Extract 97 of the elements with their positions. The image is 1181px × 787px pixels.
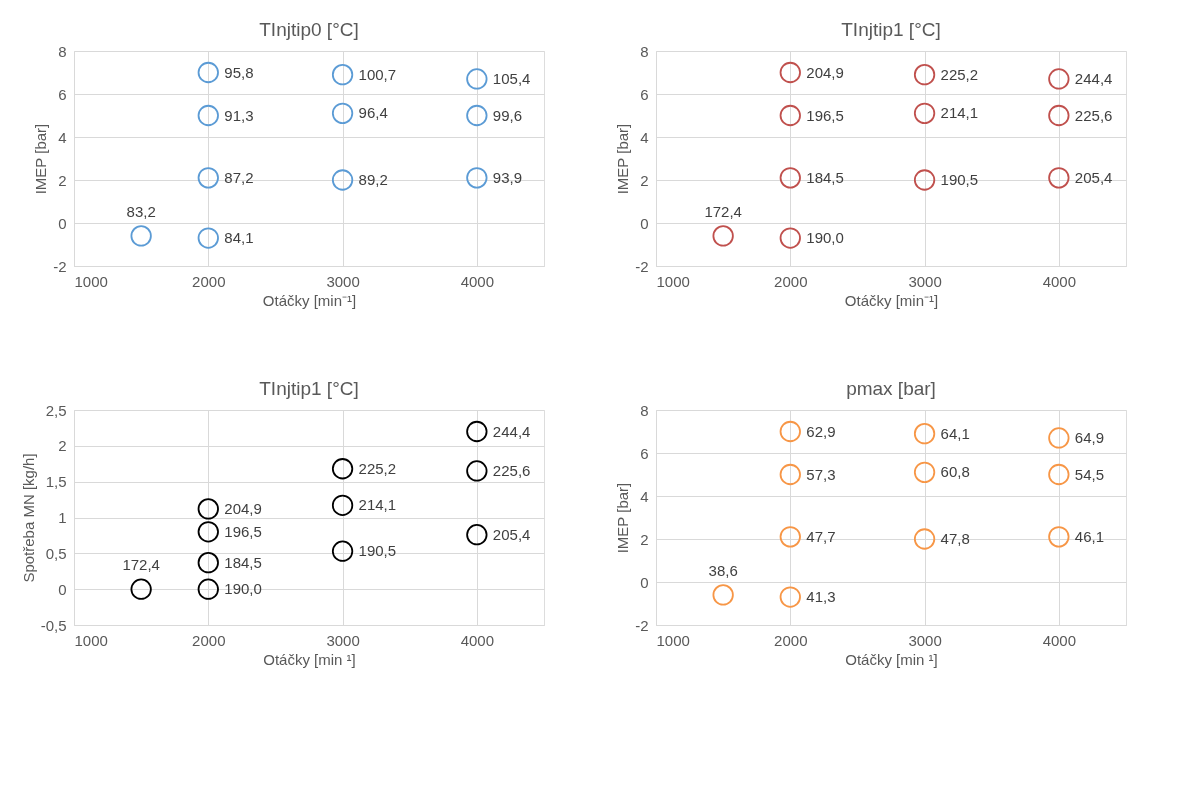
y-tick-label: 0 xyxy=(58,580,67,598)
annotation: 205,4 xyxy=(492,525,531,543)
y-tick-label: -2 xyxy=(635,257,649,275)
annotation: 244,4 xyxy=(492,422,531,440)
y-tick-label: 2 xyxy=(58,437,67,455)
x-tick-label: 3000 xyxy=(326,631,360,649)
y-tick-label: -0,5 xyxy=(40,616,67,634)
y-axis-title: Spotřeba MN [kg/h] xyxy=(19,453,37,583)
annotation: 84,1 xyxy=(224,229,254,247)
x-tick-label: 4000 xyxy=(1042,631,1077,649)
annotation: 196,5 xyxy=(224,522,262,540)
annotation: 214,1 xyxy=(940,104,979,122)
annotation: 184,5 xyxy=(224,553,262,571)
y-tick-label: 2,5 xyxy=(45,401,67,419)
annotation: 64,9 xyxy=(1074,428,1105,446)
annotation: 225,6 xyxy=(492,461,531,479)
x-axis-title: Otáčky [min⁻¹] xyxy=(844,291,939,309)
y-axis-title: IMEP [bar] xyxy=(614,123,632,195)
x-tick-label: 2000 xyxy=(774,631,808,649)
y-tick-label: 2 xyxy=(640,171,649,189)
chart-title: TInjtip1 [°C] xyxy=(259,378,359,399)
annotation: 83,2 xyxy=(126,202,156,220)
annotation: 95,8 xyxy=(224,63,254,81)
annotation: 38,6 xyxy=(708,561,738,579)
y-tick-label: 6 xyxy=(640,85,649,103)
annotation: 96,4 xyxy=(358,104,388,122)
y-tick-label: 6 xyxy=(58,85,67,103)
y-axis-title: IMEP [bar] xyxy=(32,123,50,195)
x-tick-label: 2000 xyxy=(192,631,226,649)
x-tick-label: 2000 xyxy=(192,272,226,290)
x-tick-label: 3000 xyxy=(908,631,942,649)
annotation: 54,5 xyxy=(1074,465,1105,483)
x-axis-title: Otáčky [min ¹] xyxy=(263,650,356,668)
annotation: 196,5 xyxy=(806,106,844,124)
annotation: 190,0 xyxy=(806,229,844,247)
y-tick-label: 0 xyxy=(640,573,649,591)
annotation: 99,6 xyxy=(492,106,523,124)
annotation: 46,1 xyxy=(1074,527,1105,545)
x-tick-label: 3000 xyxy=(908,272,942,290)
x-tick-label: 4000 xyxy=(460,272,495,290)
annotation: 225,2 xyxy=(940,65,979,83)
annotation: 214,1 xyxy=(358,496,397,514)
y-tick-label: 1,5 xyxy=(45,473,67,491)
chart-title: TInjtip1 [°C] xyxy=(841,19,941,40)
y-axis-title: IMEP [bar] xyxy=(614,482,632,554)
annotation: 172,4 xyxy=(704,202,742,220)
annotation: 105,4 xyxy=(492,69,531,87)
chart-title: TInjtip0 [°C] xyxy=(259,19,359,40)
annotation: 100,7 xyxy=(358,65,397,83)
x-axis-title: Otáčky [min ¹] xyxy=(845,650,938,668)
y-tick-label: 4 xyxy=(640,128,649,146)
y-tick-label: 0 xyxy=(58,214,67,232)
y-tick-label: 4 xyxy=(640,487,649,505)
annotation: 89,2 xyxy=(358,171,388,188)
x-tick-label: 4000 xyxy=(460,631,495,649)
y-tick-label: 0 xyxy=(640,214,649,232)
x-tick-label: 3000 xyxy=(326,272,360,290)
annotation: 87,2 xyxy=(224,168,254,186)
annotation: 64,1 xyxy=(940,424,970,442)
annotation: 244,4 xyxy=(1074,69,1113,87)
annotation: 205,4 xyxy=(1074,168,1113,186)
y-tick-label: 6 xyxy=(640,444,649,462)
annotation: 172,4 xyxy=(122,556,160,574)
annotation: 41,3 xyxy=(806,588,836,606)
x-tick-label: 1000 xyxy=(656,631,690,649)
chart-title: pmax [bar] xyxy=(846,378,936,399)
y-tick-label: 2 xyxy=(58,171,67,189)
annotation: 225,6 xyxy=(1074,106,1113,124)
x-tick-label: 1000 xyxy=(74,631,108,649)
y-tick-label: 0,5 xyxy=(45,544,67,562)
x-axis-title: Otáčky [min⁻¹] xyxy=(262,291,357,309)
y-tick-label: 8 xyxy=(640,42,649,60)
x-tick-label: 4000 xyxy=(1042,272,1077,290)
annotation: 190,5 xyxy=(358,542,397,560)
x-tick-label: 1000 xyxy=(74,272,108,290)
y-tick-label: 4 xyxy=(58,128,67,146)
annotation: 91,3 xyxy=(224,106,254,124)
x-tick-label: 1000 xyxy=(656,272,690,290)
y-tick-label: -2 xyxy=(53,257,67,275)
annotation: 204,9 xyxy=(224,499,262,517)
annotation: 47,7 xyxy=(806,527,836,545)
annotation: 190,0 xyxy=(224,580,262,598)
y-tick-label: 8 xyxy=(640,401,649,419)
annotation: 60,8 xyxy=(940,463,970,481)
annotation: 190,5 xyxy=(940,171,979,188)
y-tick-label: 2 xyxy=(640,530,649,548)
annotation: 184,5 xyxy=(806,168,844,186)
annotation: 225,2 xyxy=(358,459,397,477)
y-tick-label: 1 xyxy=(58,509,67,526)
annotation: 47,8 xyxy=(940,530,970,547)
y-tick-label: 8 xyxy=(58,42,67,60)
y-tick-label: -2 xyxy=(635,616,649,634)
annotation: 62,9 xyxy=(806,422,836,440)
annotation: 93,9 xyxy=(492,168,523,186)
annotation: 57,3 xyxy=(806,465,836,483)
annotation: 204,9 xyxy=(806,63,844,81)
x-tick-label: 2000 xyxy=(774,272,808,290)
